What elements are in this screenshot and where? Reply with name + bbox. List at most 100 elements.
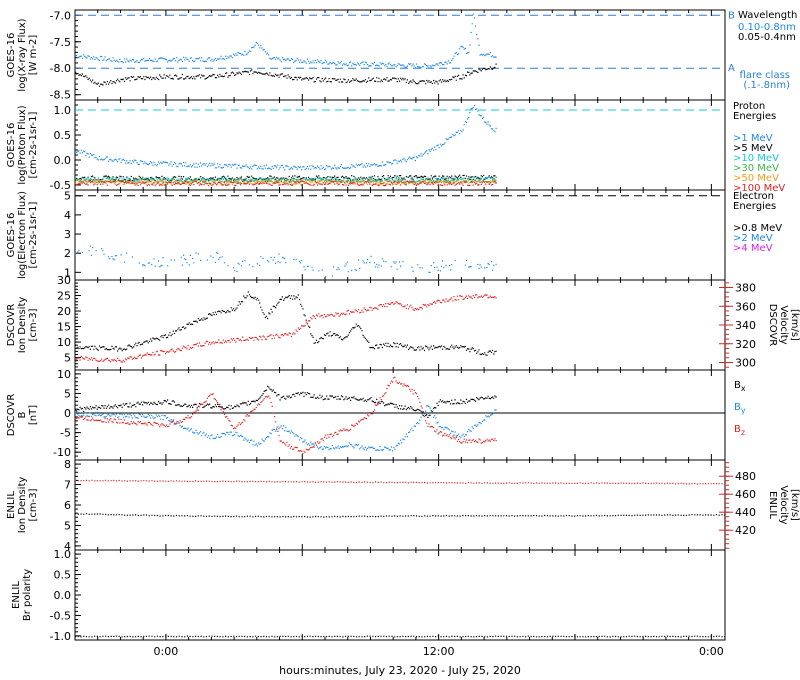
series-points-density: [75, 513, 726, 518]
series-points-bz: [75, 376, 497, 455]
series-points--50-mev: [75, 179, 497, 186]
y-tick-label: 0.0: [54, 154, 72, 167]
panel-frame-enlil-polarity: [74, 549, 726, 641]
y-axis-label: Ion Density: [17, 477, 28, 534]
legend-item-bz: Bz: [734, 424, 745, 437]
y-axis-label: B: [17, 411, 28, 418]
y-axis-label: ENLIL: [11, 581, 22, 609]
y-tick-label: 0.0: [54, 589, 72, 602]
legend-title: Proton: [733, 101, 765, 112]
legend-item: 0.05-0.4nm: [738, 32, 796, 43]
y-tick-label: 6: [64, 499, 71, 512]
x-axis-title: hours:minutes, July 23, 2020 - July 25, …: [279, 664, 521, 677]
x-tick-label: 0:00: [154, 645, 179, 658]
series-points-velocity: [75, 479, 726, 485]
y-axis-label: DSCOVR: [6, 394, 17, 437]
y-tick-label: 10: [57, 336, 71, 349]
right-y-tick-label: 480: [735, 470, 756, 483]
y-tick-label: -8.0: [50, 62, 71, 75]
right-y-axis-label: DSCOVR: [767, 304, 778, 347]
y-tick-label: 3: [64, 228, 71, 241]
y-axis-label: [W m-2]: [28, 35, 39, 76]
y-tick-label: 10: [57, 368, 71, 381]
y-axis-label: GOES-16: [6, 123, 17, 168]
y-tick-label: -1.0: [50, 630, 71, 643]
x-tick-label: 12:00: [423, 645, 455, 658]
y-tick-label: 20: [57, 305, 71, 318]
legend-title: Wavelength: [738, 10, 797, 21]
y-tick-label: 5: [64, 352, 71, 365]
y-axis-label: ENLIL: [6, 491, 17, 519]
y-tick-label: -7.0: [50, 9, 71, 22]
series-points--100-mev: [75, 180, 497, 187]
series-points-0-10-0-8nm: [75, 13, 497, 69]
right-y-tick-label: 320: [735, 338, 756, 351]
series-group-proton: [75, 105, 497, 187]
y-tick-label: -0.5: [50, 609, 71, 622]
series-group-enlil-polarity: [75, 635, 726, 638]
y-axis-label: Br polarity: [22, 569, 33, 621]
reference-line-label: A: [728, 63, 735, 74]
y-tick-label: 1.0: [54, 548, 72, 561]
series-points-velocity: [75, 294, 497, 363]
legend-item: >0.8 MeV: [733, 223, 782, 234]
y-tick-label: -0.5: [50, 179, 71, 192]
y-tick-label: 7: [64, 479, 71, 492]
y-axis-label: [nT]: [28, 405, 39, 425]
legend-title: Electron: [733, 191, 774, 202]
right-y-tick-label: 300: [735, 357, 756, 370]
series-points--30-mev: [75, 177, 497, 184]
series-group-xray: [75, 13, 497, 87]
y-tick-label: 0.5: [54, 569, 72, 582]
legend-item: >2 MeV: [733, 233, 773, 244]
right-y-axis-label: ENLIL: [767, 491, 778, 519]
y-tick-label: 1: [64, 266, 71, 279]
right-y-axis-label: Velocity: [778, 305, 789, 344]
y-tick-label: 2: [64, 247, 71, 260]
series-points--1-mev: [75, 105, 497, 171]
y-axis-label: [cm-3]: [28, 488, 39, 521]
y-axis-label: GOES-16: [6, 213, 17, 258]
series-points-0-05-0-4nm: [75, 63, 497, 87]
legend-item-by: By: [734, 402, 746, 415]
right-y-tick-label: 380: [735, 282, 756, 295]
y-tick-label: 1.0: [54, 104, 72, 117]
panel-frame-proton: [74, 99, 726, 191]
y-tick-label: 25: [57, 290, 71, 303]
y-tick-label: 4: [64, 209, 71, 222]
legend-title: Energies: [733, 201, 776, 212]
series-points--2-mev: [75, 245, 497, 278]
right-y-tick-label: 360: [735, 300, 756, 313]
y-tick-label: 5: [64, 387, 71, 400]
legend-item: >30 MeV: [733, 163, 779, 174]
legend-item: >50 MeV: [733, 173, 779, 184]
right-y-tick-label: 440: [735, 506, 756, 519]
y-tick-label: 15: [57, 321, 71, 334]
series-group-dscovr-mag: [75, 376, 497, 455]
series-points--10-mev: [75, 176, 497, 183]
series-group-enlil-plasma: [75, 479, 726, 518]
y-tick-label: 8: [64, 458, 71, 471]
y-axis-label: log(X-ray Flux): [17, 18, 28, 91]
y-axis-label: [cm-2s-1sr-1]: [28, 201, 39, 268]
right-y-axis-label: [km/s]: [789, 309, 800, 341]
y-axis-label: [cm-2s-1sr-1]: [28, 111, 39, 178]
series-points-polarity: [75, 635, 726, 638]
y-axis-label: [cm-3]: [28, 308, 39, 341]
y-axis-label: GOES-16: [6, 33, 17, 78]
y-tick-label: -5: [60, 427, 71, 440]
y-tick-label: -8.5: [50, 89, 71, 102]
y-tick-label: -7.5: [50, 36, 71, 49]
legend-item: >100 MeV: [733, 183, 785, 194]
y-tick-label: 5: [64, 190, 71, 203]
legend-item: >10 MeV: [733, 153, 779, 164]
right-y-tick-label: 460: [735, 488, 756, 501]
legend-item: 0.10-0.8nm: [738, 22, 796, 33]
legend-item: >4 MeV: [733, 243, 773, 254]
y-tick-label: 4: [64, 540, 71, 553]
series-group-electron: [75, 245, 497, 278]
reference-line-label: B: [728, 10, 735, 21]
flare-class-note: flare class: [740, 70, 790, 81]
